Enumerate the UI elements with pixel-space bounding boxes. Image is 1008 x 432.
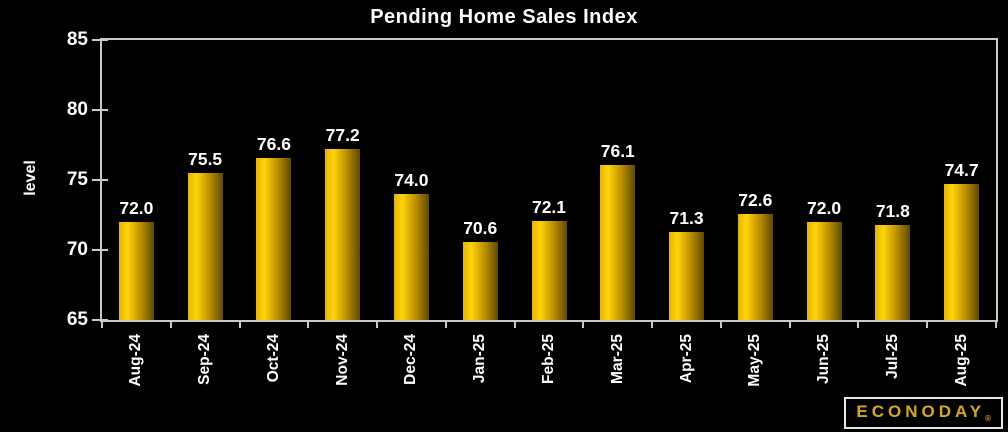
bar [737, 213, 773, 320]
x-tick [101, 320, 103, 328]
x-category-label: Jan-25 [471, 334, 489, 384]
econoday-logo: ECONODAY® [844, 396, 1003, 429]
bar-value-label: 74.7 [944, 160, 979, 181]
x-tick [926, 320, 929, 328]
x-category-label: Sep-24 [196, 334, 214, 385]
x-category-label: Mar-25 [608, 334, 626, 384]
x-category-label: Aug-24 [127, 334, 145, 387]
bar [669, 231, 705, 320]
bar-value-label: 70.6 [463, 217, 498, 238]
bar [118, 222, 154, 320]
registered-trademark-icon: ® [985, 414, 991, 423]
x-tick [169, 320, 172, 328]
bar [806, 222, 842, 320]
x-tick [719, 320, 722, 328]
x-tick [788, 320, 791, 328]
bar-value-label: 72.0 [807, 198, 842, 218]
bar-value-label: 74.0 [394, 170, 429, 190]
bar [944, 184, 980, 320]
bar [462, 241, 498, 320]
x-tick [307, 320, 310, 328]
bar-value-label: 76.6 [256, 133, 291, 154]
y-tick [92, 109, 108, 111]
bar-value-label: 72.1 [531, 196, 567, 217]
x-category-label: Jun-25 [815, 334, 833, 384]
y-axis-title: level [22, 160, 39, 196]
y-tick [92, 319, 108, 321]
bar [531, 220, 567, 320]
x-category-label: Feb-25 [540, 334, 557, 384]
y-tick [92, 249, 108, 251]
bar-value-label: 77.2 [325, 125, 360, 146]
x-category-label: May-25 [746, 334, 764, 387]
x-tick [582, 320, 585, 328]
bar [393, 194, 429, 320]
bar-value-label: 75.5 [188, 149, 223, 169]
bar-value-label: 71.3 [669, 207, 704, 228]
x-tick [995, 320, 997, 328]
y-tick-label: 65 [66, 309, 88, 330]
x-tick [651, 320, 654, 328]
x-category-label: Oct-24 [264, 334, 282, 383]
econoday-logo-text: ECONODAY [856, 401, 986, 421]
x-category-label: Dec-24 [402, 334, 420, 385]
bar-value-label: 71.8 [875, 200, 910, 221]
bar-value-label: 76.1 [600, 140, 635, 161]
x-tick [444, 320, 447, 328]
x-tick [513, 320, 516, 328]
x-tick [376, 320, 379, 328]
bar-value-label: 72.0 [119, 198, 154, 218]
y-tick-label: 70 [66, 239, 88, 260]
y-tick-label: 80 [66, 99, 88, 120]
bar-value-label: 72.6 [738, 189, 773, 210]
bar [325, 149, 361, 320]
y-tick-label: 75 [66, 169, 88, 190]
bar [875, 224, 911, 320]
bar [600, 164, 636, 320]
plot-area: 65 70 75 80 85 72.0 Aug-24 75.5 Sep-24 76.6 Oct-24… [67, 30, 998, 387]
bar [187, 173, 223, 320]
x-tick [857, 320, 860, 328]
x-tick [238, 320, 241, 328]
y-tick [92, 179, 108, 181]
chart-title: Pending Home Sales Index [370, 6, 638, 28]
y-tick-label: 85 [66, 29, 88, 50]
x-category-label: Apr-25 [677, 334, 695, 384]
y-tick [92, 39, 108, 41]
x-category-label: Nov-24 [333, 334, 351, 386]
bar [256, 157, 292, 320]
